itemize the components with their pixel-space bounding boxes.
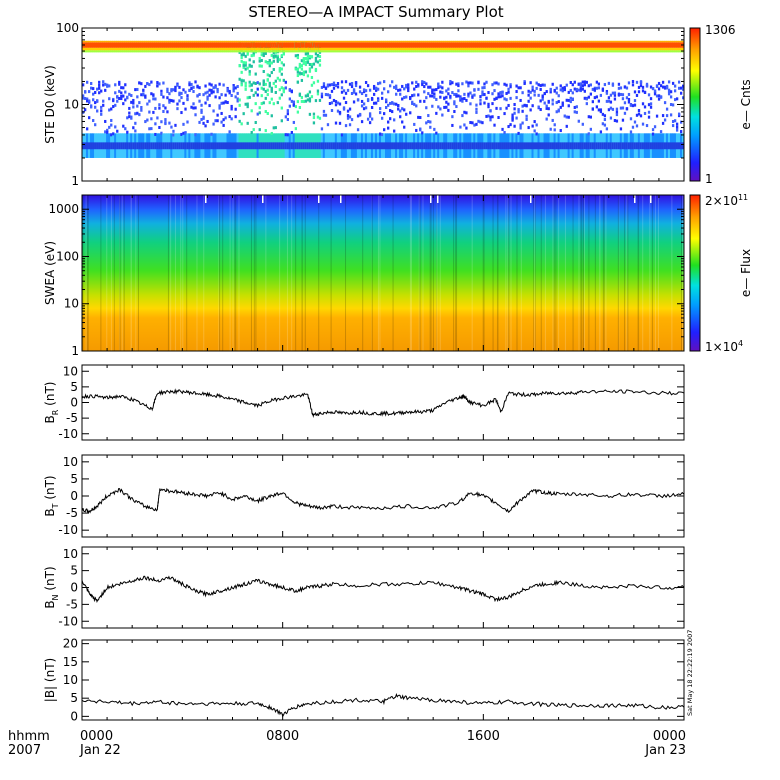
bn-ytick-label: 10 [63, 547, 78, 561]
bmag-ylabel: |B| (nT) [43, 658, 57, 702]
footer-hhmm: hhmm [8, 729, 50, 744]
ste-colorbar-min: 1 [705, 172, 713, 186]
bt-ytick-label: -10 [58, 523, 78, 537]
br-ytick-label: 10 [63, 364, 78, 378]
bt-ylabel: BT (nT) [43, 475, 60, 516]
bmag-series-line [81, 693, 685, 718]
bn-panel: -10 -5 0 5 10 [58, 546, 685, 629]
swea-ytick-label: 1000 [48, 202, 79, 216]
br-ylabel: BR (nT) [43, 382, 60, 424]
bt-ytick-label: 5 [70, 472, 78, 486]
svg-text:BT (nT): BT (nT) [43, 475, 60, 516]
bn-ytick-label: 5 [70, 564, 78, 578]
xtick-time-label: 1600 [467, 729, 500, 744]
plot-title: STEREO—A IMPACT Summary Plot [248, 3, 503, 21]
xtick-date-label: Jan 23 [644, 743, 686, 758]
swea-heatmap [82, 195, 684, 351]
swea-ytick-label: 100 [56, 249, 79, 263]
br-ytick-label: -10 [58, 427, 78, 441]
br-panel: -10 -50 5 10 [58, 364, 685, 441]
xtick-time-label: 0000 [80, 729, 113, 744]
svg-text:BR (nT): BR (nT) [43, 382, 60, 424]
xtick-date-label: Jan 22 [79, 743, 121, 758]
br-ytick-label: -5 [66, 411, 78, 425]
ste-ytick-label: 10 [64, 98, 79, 112]
bn-ytick-label: -10 [58, 614, 78, 628]
ste-panel: 1 10 100 1306 1 e— Cnts [56, 21, 753, 188]
bmag-ytick-label: 5 [70, 691, 78, 705]
swea-colorbar-min: 1×104 [705, 339, 743, 354]
bmag-ytick-label: 20 [63, 637, 78, 651]
footer-year: 2007 [8, 743, 41, 758]
bmag-panel: 0 5 10 15 20 [63, 637, 685, 723]
swea-ylabel: SWEA (eV) [43, 241, 57, 305]
bmag-ytick-label: 10 [63, 673, 78, 687]
bt-series-line [81, 487, 685, 514]
bt-ytick-label: -5 [66, 506, 78, 520]
bmag-ytick-label: 0 [70, 709, 78, 723]
bt-ytick-label: 0 [70, 489, 78, 503]
bt-ytick-label: 10 [63, 455, 78, 469]
svg-text:STE D0 (keV): STE D0 (keV) [43, 65, 57, 144]
swea-colorbar [689, 194, 701, 352]
swea-ytick-label: 1 [71, 344, 79, 358]
bn-ytick-label: 0 [70, 581, 78, 595]
swea-colorbar-max: 2×1011 [705, 193, 748, 208]
swea-ytick-label: 10 [64, 297, 79, 311]
ste-ytick-label: 1 [71, 174, 79, 188]
br-ytick-label: 0 [70, 396, 78, 410]
bn-ytick-label: -5 [66, 597, 78, 611]
ste-ytick-label: 100 [56, 21, 79, 35]
xtick-time-label: 0800 [266, 729, 299, 744]
svg-text:SWEA (eV): SWEA (eV) [43, 241, 57, 305]
br-series-line [81, 388, 685, 418]
bn-ylabel: BN (nT) [43, 566, 60, 608]
br-ytick-label: 5 [70, 380, 78, 394]
ste-ylabel: STE D0 (keV) [43, 65, 57, 144]
ste-colorbar-label: e— Cnts [739, 79, 753, 129]
ste-colorbar-max: 1306 [705, 23, 736, 37]
bn-series-line [81, 575, 685, 603]
timestamp-label: Sat May 18 22:22:19 2007 [686, 630, 694, 716]
svg-text:|B| (nT): |B| (nT) [43, 658, 57, 702]
svg-text:BN (nT): BN (nT) [43, 566, 60, 608]
ste-colorbar [689, 27, 701, 182]
bt-panel: -10 -5 0 5 10 [58, 454, 685, 538]
swea-colorbar-label: e— Flux [739, 249, 753, 297]
xtick-time-label: 0000 [653, 729, 686, 744]
bmag-ytick-label: 15 [63, 655, 78, 669]
swea-panel: 1 10 100 1000 2×1011 1×104 e— Flux [48, 193, 753, 358]
